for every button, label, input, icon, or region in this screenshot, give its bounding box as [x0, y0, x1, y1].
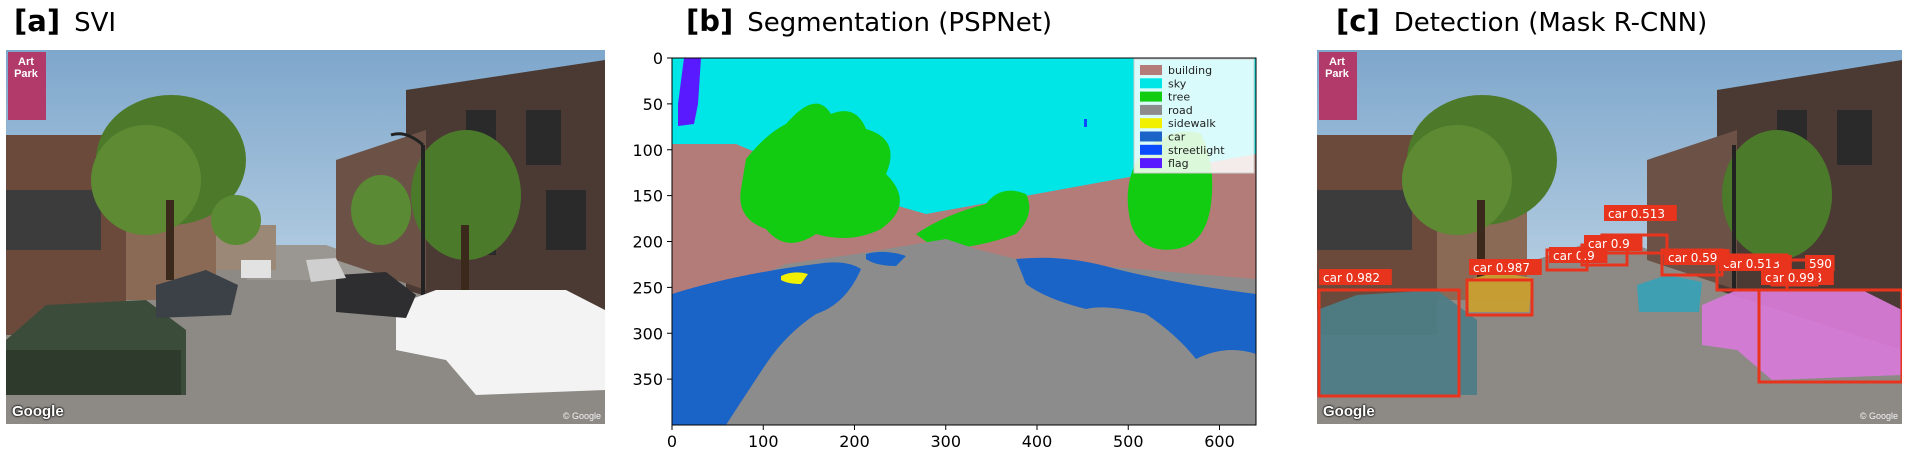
- legend-label: tree: [1168, 91, 1190, 104]
- x-tick-label: 500: [1113, 432, 1144, 451]
- sign-line-2: Park: [14, 68, 38, 80]
- legend-swatch: [1140, 144, 1162, 155]
- sign-line-2: Park: [1325, 68, 1349, 80]
- label-bg: [1664, 249, 1730, 265]
- google-copyright: © Google: [562, 411, 601, 421]
- panel-b-label: Segmentation (PSPNet): [747, 8, 1053, 38]
- detection-label: car 0.982: [1323, 271, 1380, 285]
- legend-label: road: [1168, 104, 1193, 117]
- y-tick-label: 350: [632, 370, 663, 389]
- bbox: [1757, 288, 1902, 384]
- y-tick-label: 200: [632, 233, 663, 252]
- label-bg: [1469, 259, 1542, 275]
- y-axis: 0 50 100 150 200 250 300 350: [632, 49, 672, 389]
- car-region-right: [1016, 257, 1256, 359]
- detection-label: car 0.513: [1608, 207, 1665, 221]
- panel-a-label: SVI: [74, 8, 117, 38]
- x-tick-label: 600: [1204, 432, 1235, 451]
- legend-label: streetlight: [1168, 144, 1225, 157]
- label-bg: [1319, 269, 1392, 285]
- panel-c-tag: [c]: [1336, 4, 1380, 38]
- panel-b-title: [b] Segmentation (PSPNet): [686, 4, 1052, 44]
- detection-label: car 0.998: [1765, 271, 1822, 285]
- car-mask-center: [1637, 275, 1702, 312]
- legend-label: flag: [1168, 157, 1189, 170]
- panel-a-title: [a] SVI: [14, 4, 116, 44]
- google-watermark: Google: [1323, 403, 1375, 420]
- tree-region-left: [740, 103, 900, 243]
- detection-box: car 0.987: [1465, 259, 1542, 317]
- art-park-sign: Art Park: [8, 56, 44, 80]
- detection-label: car 0.9: [1553, 249, 1595, 263]
- google-copyright: © Google: [1859, 411, 1898, 421]
- detection-box: 590: [1770, 255, 1835, 287]
- detection-label: car 0.9: [1588, 237, 1630, 251]
- car-region-left: [672, 262, 861, 425]
- legend-swatch: [1140, 65, 1162, 75]
- x-tick-label: 300: [930, 432, 961, 451]
- panel-b-tag: [b]: [686, 4, 734, 38]
- y-tick-label: 250: [632, 278, 663, 297]
- detection-label: car 0.513: [1723, 257, 1780, 271]
- x-tick-label: 200: [839, 432, 870, 451]
- x-tick-label: 100: [748, 432, 779, 451]
- art-park-sign-c: Art Park: [1319, 56, 1355, 80]
- panel-c-title: [c] Detection (Mask R-CNN): [1336, 4, 1707, 44]
- car-mask-mid: [1467, 272, 1532, 312]
- legend-label: sky: [1168, 77, 1187, 90]
- legend-swatch: [1140, 158, 1162, 169]
- detection-box: car 0.59: [1660, 248, 1730, 277]
- panel-a-tag: [a]: [14, 4, 61, 38]
- bbox: [1465, 278, 1534, 317]
- streetlight-region: [1084, 119, 1087, 127]
- y-tick-label: 0: [653, 49, 663, 68]
- sidewalk-region: [781, 272, 808, 284]
- label-bg: [1584, 235, 1643, 251]
- legend-label: sidewalk: [1168, 117, 1216, 130]
- legend-label: car: [1168, 131, 1186, 144]
- segmentation-plot: 0 100 200 300 400 500 600 0 50 100 150 200 250 300 35…: [632, 49, 1257, 451]
- car-mask-right: [1702, 290, 1902, 380]
- sign-line-1: Art: [18, 56, 34, 68]
- x-tick-label: 400: [1022, 432, 1053, 451]
- legend-swatch: [1140, 78, 1162, 89]
- legend-swatch: [1140, 104, 1162, 115]
- x-tick-label: 0: [667, 432, 677, 451]
- detection-label: car 0.59: [1668, 251, 1717, 265]
- legend-label: building: [1168, 64, 1212, 77]
- x-axis: 0 100 200 300 400 500 600: [667, 425, 1235, 451]
- legend: buildingskytreeroadsidewalkcarstreetligh…: [1133, 58, 1255, 174]
- street-view-image: Art Park Google © Google: [6, 50, 605, 424]
- detection-label: 590: [1809, 257, 1832, 271]
- car-mask-left: [1317, 290, 1477, 395]
- panel-c-label: Detection (Mask R-CNN): [1393, 8, 1708, 38]
- tree-region-mid: [916, 190, 1030, 249]
- y-tick-label: 50: [643, 95, 663, 114]
- y-tick-label: 300: [632, 324, 663, 343]
- segmentation-map: [672, 58, 1256, 425]
- detection-box: car 0.9: [1580, 235, 1643, 267]
- detection-box: car 0.982: [1317, 269, 1461, 398]
- label-bg: [1604, 205, 1677, 221]
- google-watermark: Google: [12, 403, 64, 420]
- detection-image: Art Park Google © Google car 0.982 car 0.…: [1317, 50, 1902, 424]
- sign-line-1: Art: [1329, 56, 1345, 68]
- y-tick-label: 150: [632, 187, 663, 206]
- detection-box: car 0.513: [1715, 253, 1792, 292]
- flag-region: [678, 58, 701, 126]
- label-bg: [1805, 255, 1835, 271]
- legend-swatch: [1140, 118, 1162, 129]
- detection-label: car 0.987: [1473, 261, 1530, 275]
- y-tick-label: 100: [632, 141, 663, 160]
- legend-swatch: [1140, 131, 1162, 142]
- bbox: [1317, 288, 1461, 398]
- street-scene: [6, 50, 605, 424]
- bbox: [1770, 258, 1819, 287]
- legend-swatch: [1140, 91, 1162, 102]
